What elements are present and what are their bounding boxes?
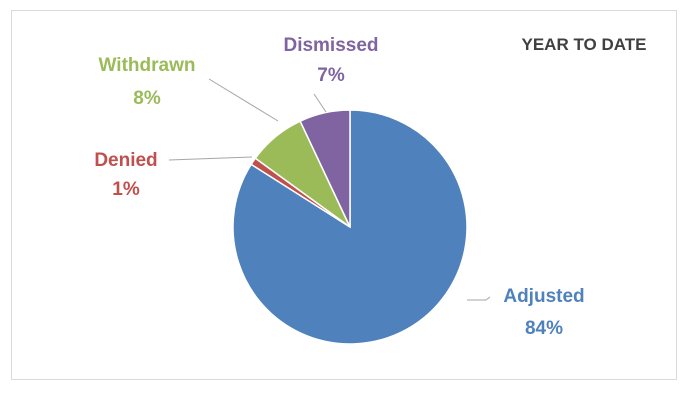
leader-line-denied bbox=[168, 156, 253, 161]
slice-label-adjusted: Adjusted bbox=[503, 286, 584, 307]
pie-slice-dismissed bbox=[299, 109, 351, 228]
slice-value-withdrawn: 8% bbox=[133, 88, 161, 109]
leader-line-adjusted bbox=[467, 296, 491, 301]
slice-value-adjusted: 84% bbox=[525, 318, 563, 339]
chart-title: YEAR TO DATE bbox=[522, 35, 647, 54]
leader-line-dismissed bbox=[313, 93, 327, 113]
pie-slices bbox=[232, 109, 468, 345]
slice-value-denied: 1% bbox=[112, 179, 140, 200]
leader-lines bbox=[168, 78, 491, 301]
slice-labels: Adjusted 84% Denied 1% Withdrawn 8% Dismissed 7… bbox=[94, 35, 584, 339]
slice-label-dismissed: Dismissed bbox=[283, 35, 378, 56]
slice-value-dismissed: 7% bbox=[317, 65, 345, 86]
slice-label-withdrawn: Withdrawn bbox=[99, 55, 196, 76]
slice-label-denied: Denied bbox=[94, 150, 157, 171]
leader-line-withdrawn bbox=[208, 78, 279, 122]
